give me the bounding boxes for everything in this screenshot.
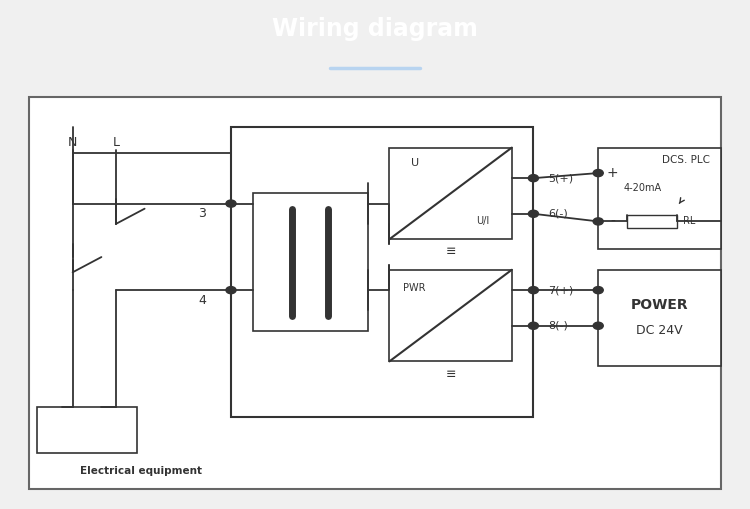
Text: POWER: POWER — [631, 298, 688, 313]
Text: 5(+): 5(+) — [548, 173, 573, 183]
Text: 8(-): 8(-) — [548, 321, 568, 331]
Text: Wiring diagram: Wiring diagram — [272, 17, 478, 41]
Text: PWR: PWR — [404, 282, 426, 293]
Circle shape — [528, 210, 538, 217]
Circle shape — [528, 322, 538, 329]
Circle shape — [593, 287, 603, 294]
Circle shape — [226, 287, 236, 294]
Circle shape — [593, 218, 603, 225]
Bar — [231, 127, 533, 417]
Text: DC 24V: DC 24V — [636, 324, 682, 337]
Text: U: U — [410, 158, 419, 168]
Text: 6(-): 6(-) — [548, 209, 568, 219]
Text: 4-20mA: 4-20mA — [623, 183, 662, 193]
Bar — [389, 148, 512, 239]
Text: U/I: U/I — [476, 216, 490, 227]
Text: ≡: ≡ — [446, 245, 456, 259]
Circle shape — [226, 200, 236, 207]
Text: RL: RL — [683, 216, 695, 226]
Bar — [627, 215, 677, 228]
Text: -: - — [610, 214, 615, 229]
Circle shape — [528, 175, 538, 182]
Bar — [598, 148, 721, 249]
Circle shape — [593, 322, 603, 329]
Text: 7(+): 7(+) — [548, 285, 573, 295]
Bar — [37, 407, 137, 453]
Bar — [253, 193, 368, 331]
Text: 4: 4 — [198, 294, 206, 307]
Text: 3: 3 — [198, 207, 206, 220]
Circle shape — [593, 169, 603, 177]
Bar — [389, 270, 512, 361]
Text: ≡: ≡ — [446, 367, 456, 381]
Text: DCS. PLC: DCS. PLC — [662, 155, 710, 165]
Text: N: N — [68, 136, 77, 149]
Text: +: + — [607, 166, 619, 180]
Text: L: L — [112, 136, 119, 149]
Bar — [598, 270, 721, 366]
Circle shape — [528, 287, 538, 294]
Text: Electrical equipment: Electrical equipment — [80, 466, 202, 476]
